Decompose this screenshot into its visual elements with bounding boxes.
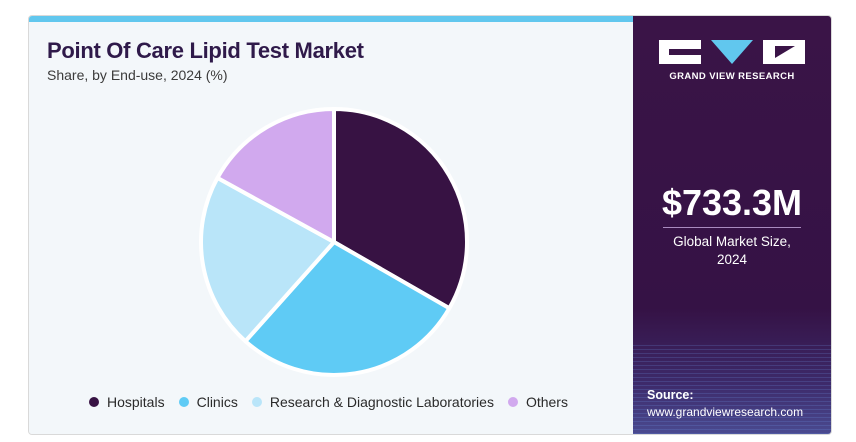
- pie-slice-hospitals: [332, 107, 469, 311]
- legend-swatch: [251, 397, 262, 407]
- market-size-label-line2: 2024: [716, 252, 748, 267]
- pie-slice-clinics: [243, 240, 452, 377]
- chart-title: Point Of Care Lipid Test Market: [47, 38, 364, 63]
- source-url[interactable]: www.grandviewresearch.com: [647, 405, 804, 419]
- pie-chart: [199, 107, 469, 377]
- legend-label: Clinics: [196, 394, 238, 410]
- pie-slice-others: [215, 107, 336, 244]
- market-size-label-line1: Global Market Size,: [673, 234, 791, 249]
- accent-bar: [29, 16, 633, 22]
- legend-swatch: [89, 397, 99, 407]
- info-panel: GRAND VIEW RESEARCH $733.3M Global Marke…: [633, 16, 831, 434]
- legend-label: Others: [525, 394, 568, 410]
- legend-item: Hospitals: [89, 394, 165, 410]
- legend-item: Research & Diagnostic Laboratories: [251, 394, 494, 410]
- brand-name: GRAND VIEW RESEARCH: [669, 71, 795, 82]
- market-size-label: Global Market Size, 2024: [633, 233, 831, 269]
- decorative-stripes: [633, 344, 831, 434]
- chart-subtitle: Share, by End-use, 2024 (%): [47, 67, 228, 83]
- legend-item: Clinics: [178, 394, 238, 410]
- legend-swatch: [178, 397, 189, 407]
- market-size-value: $733.3M: [661, 182, 803, 223]
- legend-item: Others: [507, 394, 568, 410]
- source-label: Source:: [647, 388, 694, 402]
- legend-label: Hospitals: [107, 394, 165, 410]
- pie-slice-research-diagnostic-laboratories: [199, 175, 336, 344]
- legend-label: Research & Diagnostic Laboratories: [269, 394, 494, 410]
- legend-swatch: [507, 397, 518, 407]
- grand-view-research-logo: [659, 40, 805, 64]
- chart-legend: Hospitals Clinics Research & Diagnostic La…: [89, 394, 582, 410]
- chart-card: Point Of Care Lipid Test Market Share, b…: [28, 15, 832, 435]
- divider: [663, 227, 801, 228]
